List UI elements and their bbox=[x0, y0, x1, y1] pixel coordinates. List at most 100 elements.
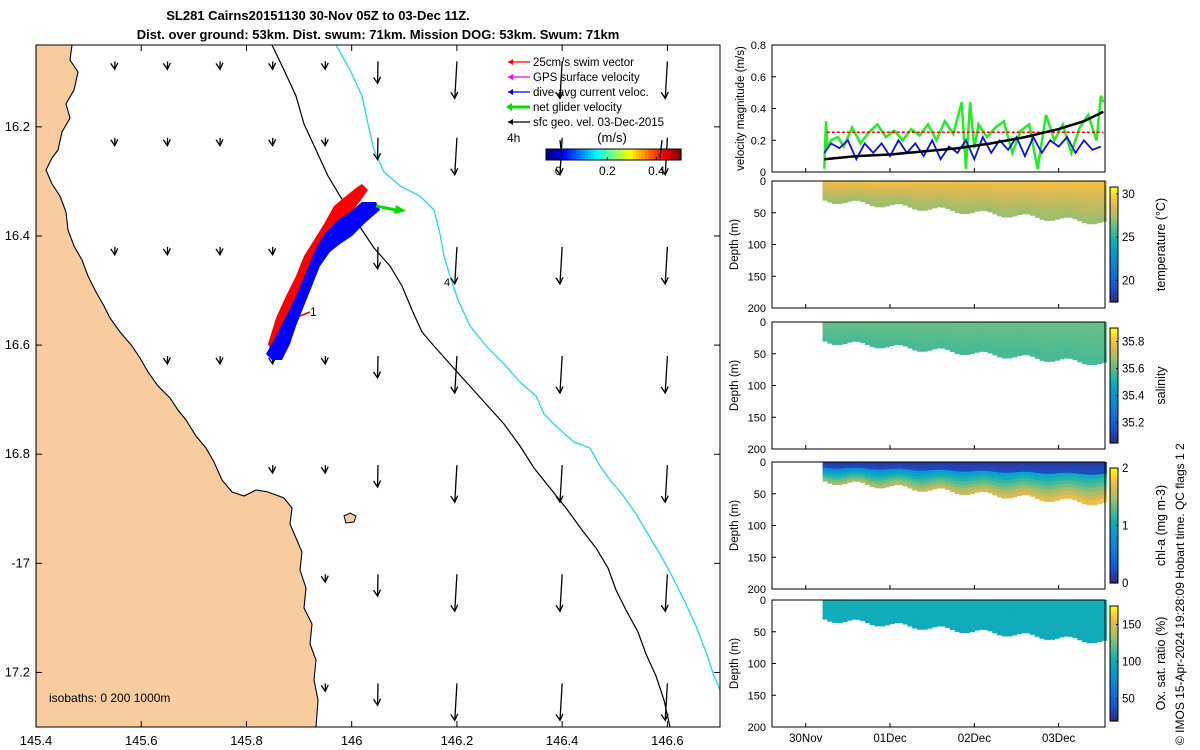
section-cell bbox=[898, 620, 905, 624]
section-cell bbox=[940, 464, 947, 468]
section-cell bbox=[912, 619, 919, 623]
section-cell bbox=[926, 619, 933, 624]
colorbar-cell bbox=[1110, 230, 1118, 234]
section-cell bbox=[1030, 610, 1037, 615]
section-cell bbox=[907, 193, 914, 198]
section-cell bbox=[1001, 487, 1008, 492]
section-cell bbox=[949, 339, 957, 344]
section-cell bbox=[893, 475, 900, 479]
section-cell bbox=[1015, 482, 1023, 487]
section-cell bbox=[1015, 485, 1023, 490]
section-cell bbox=[921, 623, 928, 627]
section-cell bbox=[888, 466, 895, 470]
colorbar-cell bbox=[1110, 267, 1118, 271]
section-cell bbox=[1034, 632, 1041, 637]
section-cell bbox=[1039, 344, 1046, 350]
section-cell bbox=[1044, 353, 1051, 358]
section-cell bbox=[935, 464, 942, 468]
section-cell bbox=[869, 326, 876, 330]
section-cell bbox=[902, 197, 909, 201]
section-cell bbox=[874, 477, 881, 481]
section-cell bbox=[978, 186, 985, 191]
section-cell bbox=[855, 339, 862, 342]
section-cell bbox=[1058, 214, 1065, 219]
section-cell bbox=[888, 192, 895, 196]
section-cell bbox=[921, 324, 928, 329]
section-cell bbox=[912, 625, 919, 629]
section-cell bbox=[1077, 345, 1084, 351]
section-cell bbox=[869, 336, 876, 340]
section-cell bbox=[1072, 600, 1079, 605]
section-cell bbox=[883, 329, 890, 333]
section-cell bbox=[959, 325, 966, 330]
section-cell bbox=[1006, 213, 1013, 218]
current-vector bbox=[373, 137, 382, 162]
depth-tick-label: 50 bbox=[754, 349, 766, 361]
section-cell bbox=[1039, 600, 1046, 605]
section-cell bbox=[874, 464, 881, 468]
section-cell bbox=[879, 199, 886, 203]
section-cell bbox=[1063, 209, 1070, 214]
section-cell bbox=[978, 327, 985, 332]
section-cell bbox=[898, 464, 905, 468]
section-cell bbox=[869, 600, 876, 604]
section-cell bbox=[1058, 203, 1065, 208]
section-cell bbox=[822, 337, 829, 340]
section-cell bbox=[841, 322, 848, 325]
section-cell bbox=[997, 181, 1004, 186]
section-cell bbox=[1096, 322, 1103, 327]
section-cell bbox=[954, 474, 961, 479]
section-cell bbox=[1058, 181, 1065, 186]
section-cell bbox=[964, 629, 971, 634]
section-cell bbox=[874, 322, 881, 326]
section-cell bbox=[822, 327, 829, 331]
section-cell bbox=[935, 342, 942, 346]
section-cell bbox=[945, 624, 952, 628]
section-cell bbox=[1081, 629, 1089, 634]
section-cell bbox=[850, 609, 857, 613]
current-vector bbox=[268, 61, 277, 71]
section-cell bbox=[893, 473, 900, 477]
section-cell bbox=[949, 181, 957, 185]
current-vector bbox=[215, 61, 224, 71]
section-cell bbox=[1063, 322, 1070, 327]
section-cell bbox=[1096, 189, 1103, 195]
current-vector bbox=[268, 246, 277, 257]
section-cell bbox=[836, 194, 843, 198]
section-cell bbox=[1025, 348, 1032, 353]
section-cell bbox=[888, 183, 895, 187]
section-cell bbox=[836, 606, 843, 610]
section-cell bbox=[902, 341, 909, 345]
section-cell bbox=[935, 474, 942, 479]
section-cell bbox=[1072, 622, 1079, 627]
section-cell bbox=[1067, 483, 1074, 488]
section-cell bbox=[959, 625, 966, 630]
section-cell bbox=[949, 485, 957, 490]
section-cell bbox=[841, 464, 848, 467]
section-cell bbox=[968, 487, 975, 491]
colorbar-cell bbox=[1110, 634, 1118, 639]
section-cell bbox=[964, 465, 971, 470]
section-cell bbox=[1100, 185, 1107, 190]
section-cell bbox=[935, 337, 942, 341]
section-cell bbox=[964, 193, 971, 198]
section-cell bbox=[978, 485, 985, 489]
section-cell bbox=[1048, 357, 1056, 362]
section-cell bbox=[992, 491, 999, 496]
colorbar-cell bbox=[1110, 270, 1118, 274]
section-cell bbox=[1086, 617, 1093, 622]
section-cell bbox=[907, 345, 914, 349]
section-cell bbox=[1025, 475, 1032, 479]
section-cell bbox=[1072, 473, 1079, 478]
section-cell bbox=[1063, 336, 1070, 341]
section-cell bbox=[883, 193, 890, 197]
section-cell bbox=[945, 330, 952, 334]
section-cell bbox=[1077, 485, 1084, 491]
section-cell bbox=[1096, 466, 1103, 471]
section-cell bbox=[1081, 470, 1089, 476]
section-cell bbox=[865, 196, 872, 200]
section-cell bbox=[1096, 608, 1103, 614]
section-cell bbox=[1091, 189, 1098, 195]
colorbar-cell bbox=[1110, 244, 1118, 248]
colorbar-tick-label: 35.4 bbox=[1122, 391, 1145, 403]
